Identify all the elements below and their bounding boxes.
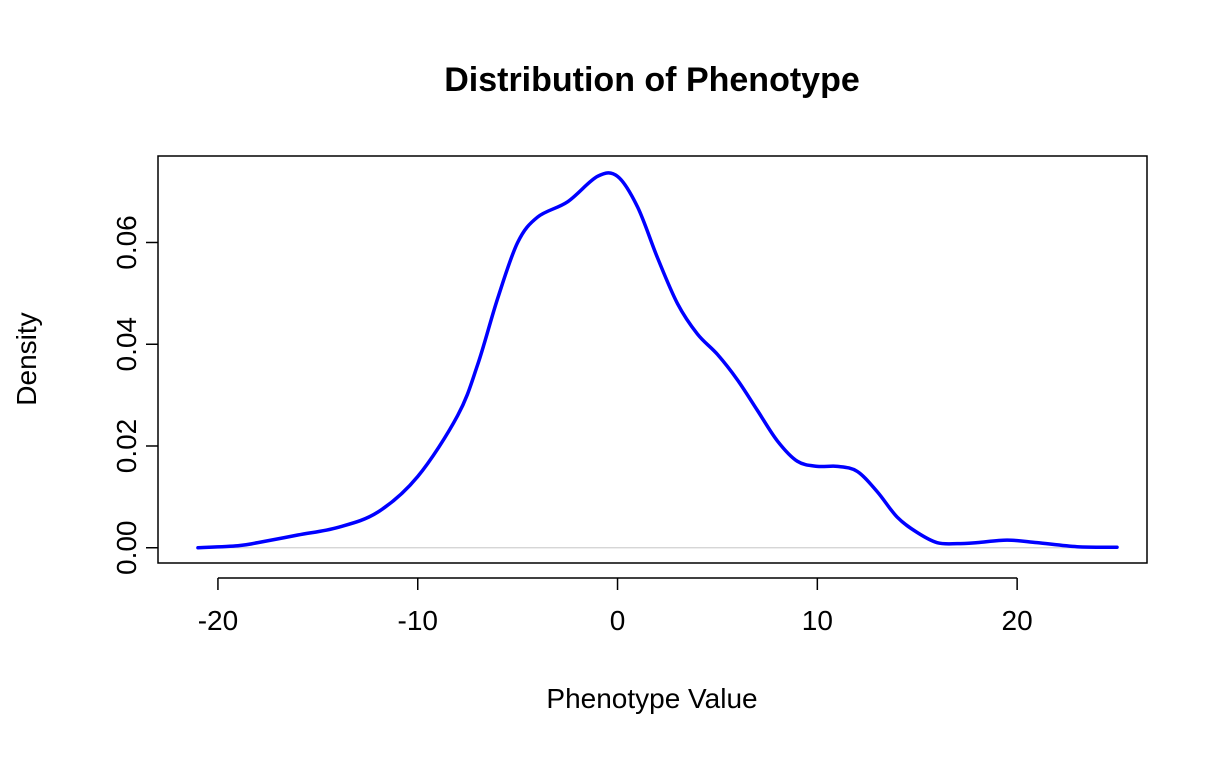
x-tick-label: 10 xyxy=(802,605,833,636)
y-tick-label: 0.04 xyxy=(111,317,142,372)
x-axis: -20 -10 0 10 20 xyxy=(198,577,1033,636)
x-axis-label: Phenotype Value xyxy=(546,683,757,714)
chart-title: Distribution of Phenotype xyxy=(444,61,860,99)
x-tick-label: 20 xyxy=(1002,605,1033,636)
y-axis-label: Density xyxy=(11,312,42,405)
y-tick-label: 0.06 xyxy=(111,215,142,269)
density-curve xyxy=(196,171,1119,550)
x-tick-label: -10 xyxy=(398,605,438,636)
x-tick-label: 0 xyxy=(610,605,626,636)
y-axis: 0.00 0.02 0.04 0.06 xyxy=(111,215,158,575)
x-tick-label: -20 xyxy=(198,605,238,636)
plot-frame xyxy=(157,155,1148,564)
y-tick-label: 0.00 xyxy=(111,520,142,575)
y-tick-label: 0.02 xyxy=(111,419,142,474)
